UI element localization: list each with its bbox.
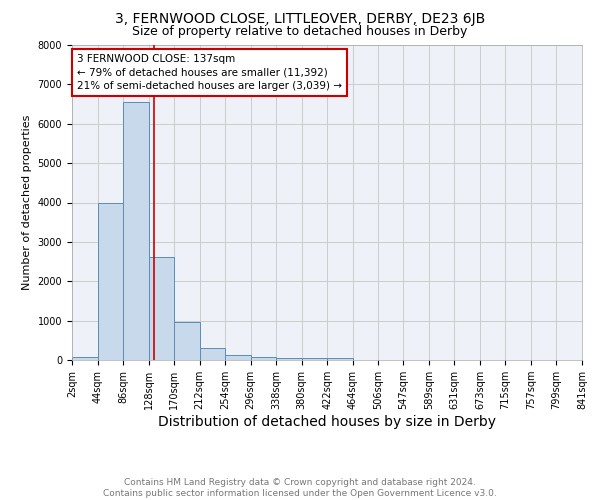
Text: Size of property relative to detached houses in Derby: Size of property relative to detached ho…	[133, 25, 467, 38]
Bar	[174, 322, 200, 360]
Bar	[98, 202, 123, 360]
Bar	[328, 358, 353, 360]
Text: Contains HM Land Registry data © Crown copyright and database right 2024.
Contai: Contains HM Land Registry data © Crown c…	[103, 478, 497, 498]
Y-axis label: Number of detached properties: Number of detached properties	[22, 115, 32, 290]
Bar	[251, 357, 276, 360]
Bar	[200, 348, 225, 360]
Bar	[302, 358, 328, 360]
Bar	[149, 257, 174, 360]
Text: 3 FERNWOOD CLOSE: 137sqm
← 79% of detached houses are smaller (11,392)
21% of se: 3 FERNWOOD CLOSE: 137sqm ← 79% of detach…	[77, 54, 342, 91]
Bar	[276, 358, 302, 360]
Bar	[72, 357, 98, 360]
Bar	[123, 102, 149, 360]
X-axis label: Distribution of detached houses by size in Derby: Distribution of detached houses by size …	[158, 415, 496, 429]
Bar	[225, 356, 251, 360]
Text: 3, FERNWOOD CLOSE, LITTLEOVER, DERBY, DE23 6JB: 3, FERNWOOD CLOSE, LITTLEOVER, DERBY, DE…	[115, 12, 485, 26]
